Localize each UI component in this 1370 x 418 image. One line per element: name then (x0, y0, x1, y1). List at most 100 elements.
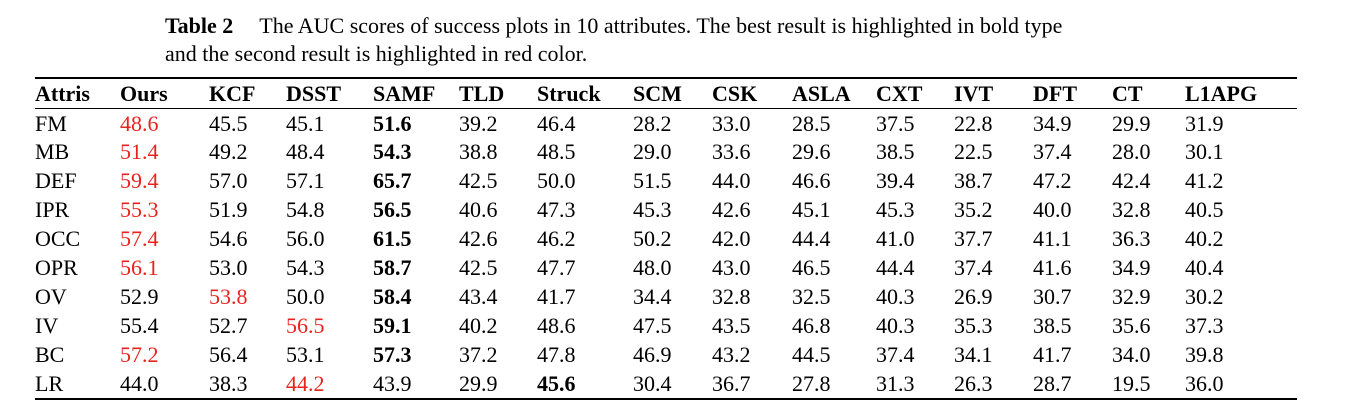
table-body: FM 48.6 45.5 45.1 51.6 39.2 46.4 28.2 33.0 28.5 37… (35, 108, 1267, 398)
score-cell: 46.2 (537, 225, 576, 251)
column-header-cxt: CXT (876, 81, 923, 106)
score-cell: 59.1 (373, 312, 412, 338)
score-cell: 30.4 (633, 370, 672, 396)
score-cell: 29.0 (633, 138, 672, 164)
score-cell: 41.7 (537, 283, 576, 309)
score-cell: 34.9 (1112, 254, 1151, 280)
table-row: BC 57.2 56.4 53.1 57.3 37.2 47.8 46.9 43.2 44.5 37… (35, 340, 1267, 369)
bottom-rule (35, 398, 1297, 400)
table-row: FM 48.6 45.5 45.1 51.6 39.2 46.4 28.2 33.0 28.5 37… (35, 108, 1267, 137)
score-cell: 28.2 (633, 111, 672, 136)
score-cell: 46.9 (633, 341, 672, 367)
score-cell: 32.9 (1112, 283, 1151, 309)
score-cell: 47.7 (537, 254, 576, 280)
header-row: Attris Ours KCF DSST SAMF TLD Struck SCM CSK ASLA… (35, 80, 1267, 108)
score-cell: 42.5 (459, 167, 498, 193)
score-cell: 43.9 (373, 370, 412, 396)
score-cell: 54.8 (286, 196, 325, 222)
score-cell: 45.1 (286, 111, 325, 136)
score-cell: 40.2 (459, 312, 498, 338)
results-table: Attris Ours KCF DSST SAMF TLD Struck SCM CSK ASLA… (35, 80, 1267, 398)
score-cell: 44.4 (792, 225, 831, 251)
row-attribute: OCC (35, 225, 81, 251)
row-attribute: DEF (35, 167, 77, 193)
score-cell: 32.8 (1112, 196, 1151, 222)
score-cell: 46.8 (792, 312, 831, 338)
score-cell: 26.9 (954, 283, 993, 309)
score-cell: 65.7 (373, 167, 412, 193)
row-attribute: OV (35, 283, 67, 309)
score-cell: 28.0 (1112, 138, 1151, 164)
score-cell: 42.4 (1112, 167, 1151, 193)
row-attribute: IPR (35, 196, 70, 222)
top-rule (35, 77, 1297, 79)
score-cell: 26.3 (954, 370, 993, 396)
score-cell: 43.4 (459, 283, 498, 309)
column-header-attris: Attris (35, 81, 90, 106)
caption-text-1: The AUC scores of success plots in 10 at… (259, 13, 1063, 38)
column-header-scm: SCM (633, 81, 682, 106)
score-cell: 37.4 (876, 341, 915, 367)
score-cell: 47.2 (1033, 167, 1072, 193)
score-cell: 48.0 (633, 254, 672, 280)
column-header-ct: CT (1112, 81, 1143, 106)
caption-line-2: and the second result is highlighted in … (165, 41, 588, 66)
table-row: OCC 57.4 54.6 56.0 61.5 42.6 46.2 50.2 42.0 44.4 4… (35, 224, 1267, 253)
score-cell: 53.8 (209, 283, 248, 309)
score-cell: 44.4 (876, 254, 915, 280)
header-rule (35, 108, 1297, 109)
score-cell: 61.5 (373, 225, 412, 251)
score-cell: 38.5 (1033, 312, 1072, 338)
score-cell: 42.6 (712, 196, 751, 222)
column-header-ivt: IVT (954, 81, 994, 106)
score-cell: 41.6 (1033, 254, 1072, 280)
score-cell: 45.6 (537, 370, 576, 396)
score-cell: 52.9 (120, 283, 159, 309)
caption-label: Table 2 (165, 13, 234, 38)
column-header-dsst: DSST (286, 81, 342, 106)
score-cell: 50.0 (537, 167, 576, 193)
score-cell: 40.0 (1033, 196, 1072, 222)
row-attribute: LR (35, 370, 64, 396)
column-header-asla: ASLA (792, 81, 851, 106)
score-cell: 42.6 (459, 225, 498, 251)
score-cell: 19.5 (1112, 370, 1151, 396)
score-cell: 47.5 (633, 312, 672, 338)
score-cell: 37.4 (1033, 138, 1072, 164)
score-cell: 33.0 (712, 111, 751, 136)
table-row: MB 51.4 49.2 48.4 54.3 38.8 48.5 29.0 33.6 29.6 38… (35, 137, 1267, 166)
score-cell: 32.5 (792, 283, 831, 309)
score-cell: 56.5 (373, 196, 412, 222)
score-cell: 49.2 (209, 138, 248, 164)
column-header-csk: CSK (712, 81, 758, 106)
score-cell: 28.5 (792, 111, 831, 136)
score-cell: 40.5 (1185, 196, 1224, 222)
table-row: OV 52.9 53.8 50.0 58.4 43.4 41.7 34.4 32.8 32.5 40… (35, 282, 1267, 311)
score-cell: 40.6 (459, 196, 498, 222)
table-row: IV 55.4 52.7 56.5 59.1 40.2 48.6 47.5 43.5 46.8 40… (35, 311, 1267, 340)
score-cell: 48.4 (286, 138, 325, 164)
score-cell: 56.5 (286, 312, 325, 338)
score-cell: 38.7 (954, 167, 993, 193)
score-cell: 37.7 (954, 225, 993, 251)
table-row: DEF 59.4 57.0 57.1 65.7 42.5 50.0 51.5 44.0 46.6 3… (35, 166, 1267, 195)
score-cell: 22.8 (954, 111, 993, 136)
score-cell: 57.1 (286, 167, 325, 193)
score-cell: 48.6 (537, 312, 576, 338)
score-cell: 39.4 (876, 167, 915, 193)
score-cell: 30.2 (1185, 283, 1224, 309)
score-cell: 52.7 (209, 312, 248, 338)
score-cell: 37.2 (459, 341, 498, 367)
score-cell: 45.5 (209, 111, 248, 136)
score-cell: 51.5 (633, 167, 672, 193)
score-cell: 42.5 (459, 254, 498, 280)
score-cell: 56.1 (120, 254, 159, 280)
row-attribute: OPR (35, 254, 78, 280)
column-header-dft: DFT (1033, 81, 1077, 106)
table-caption: Table 2 The AUC scores of success plots i… (165, 12, 1185, 68)
score-cell: 28.7 (1033, 370, 1072, 396)
score-cell: 36.0 (1185, 370, 1224, 396)
score-cell: 53.0 (209, 254, 248, 280)
caption-line-1: Table 2 The AUC scores of success plots i… (165, 12, 1185, 40)
column-header-ours: Ours (120, 81, 168, 106)
